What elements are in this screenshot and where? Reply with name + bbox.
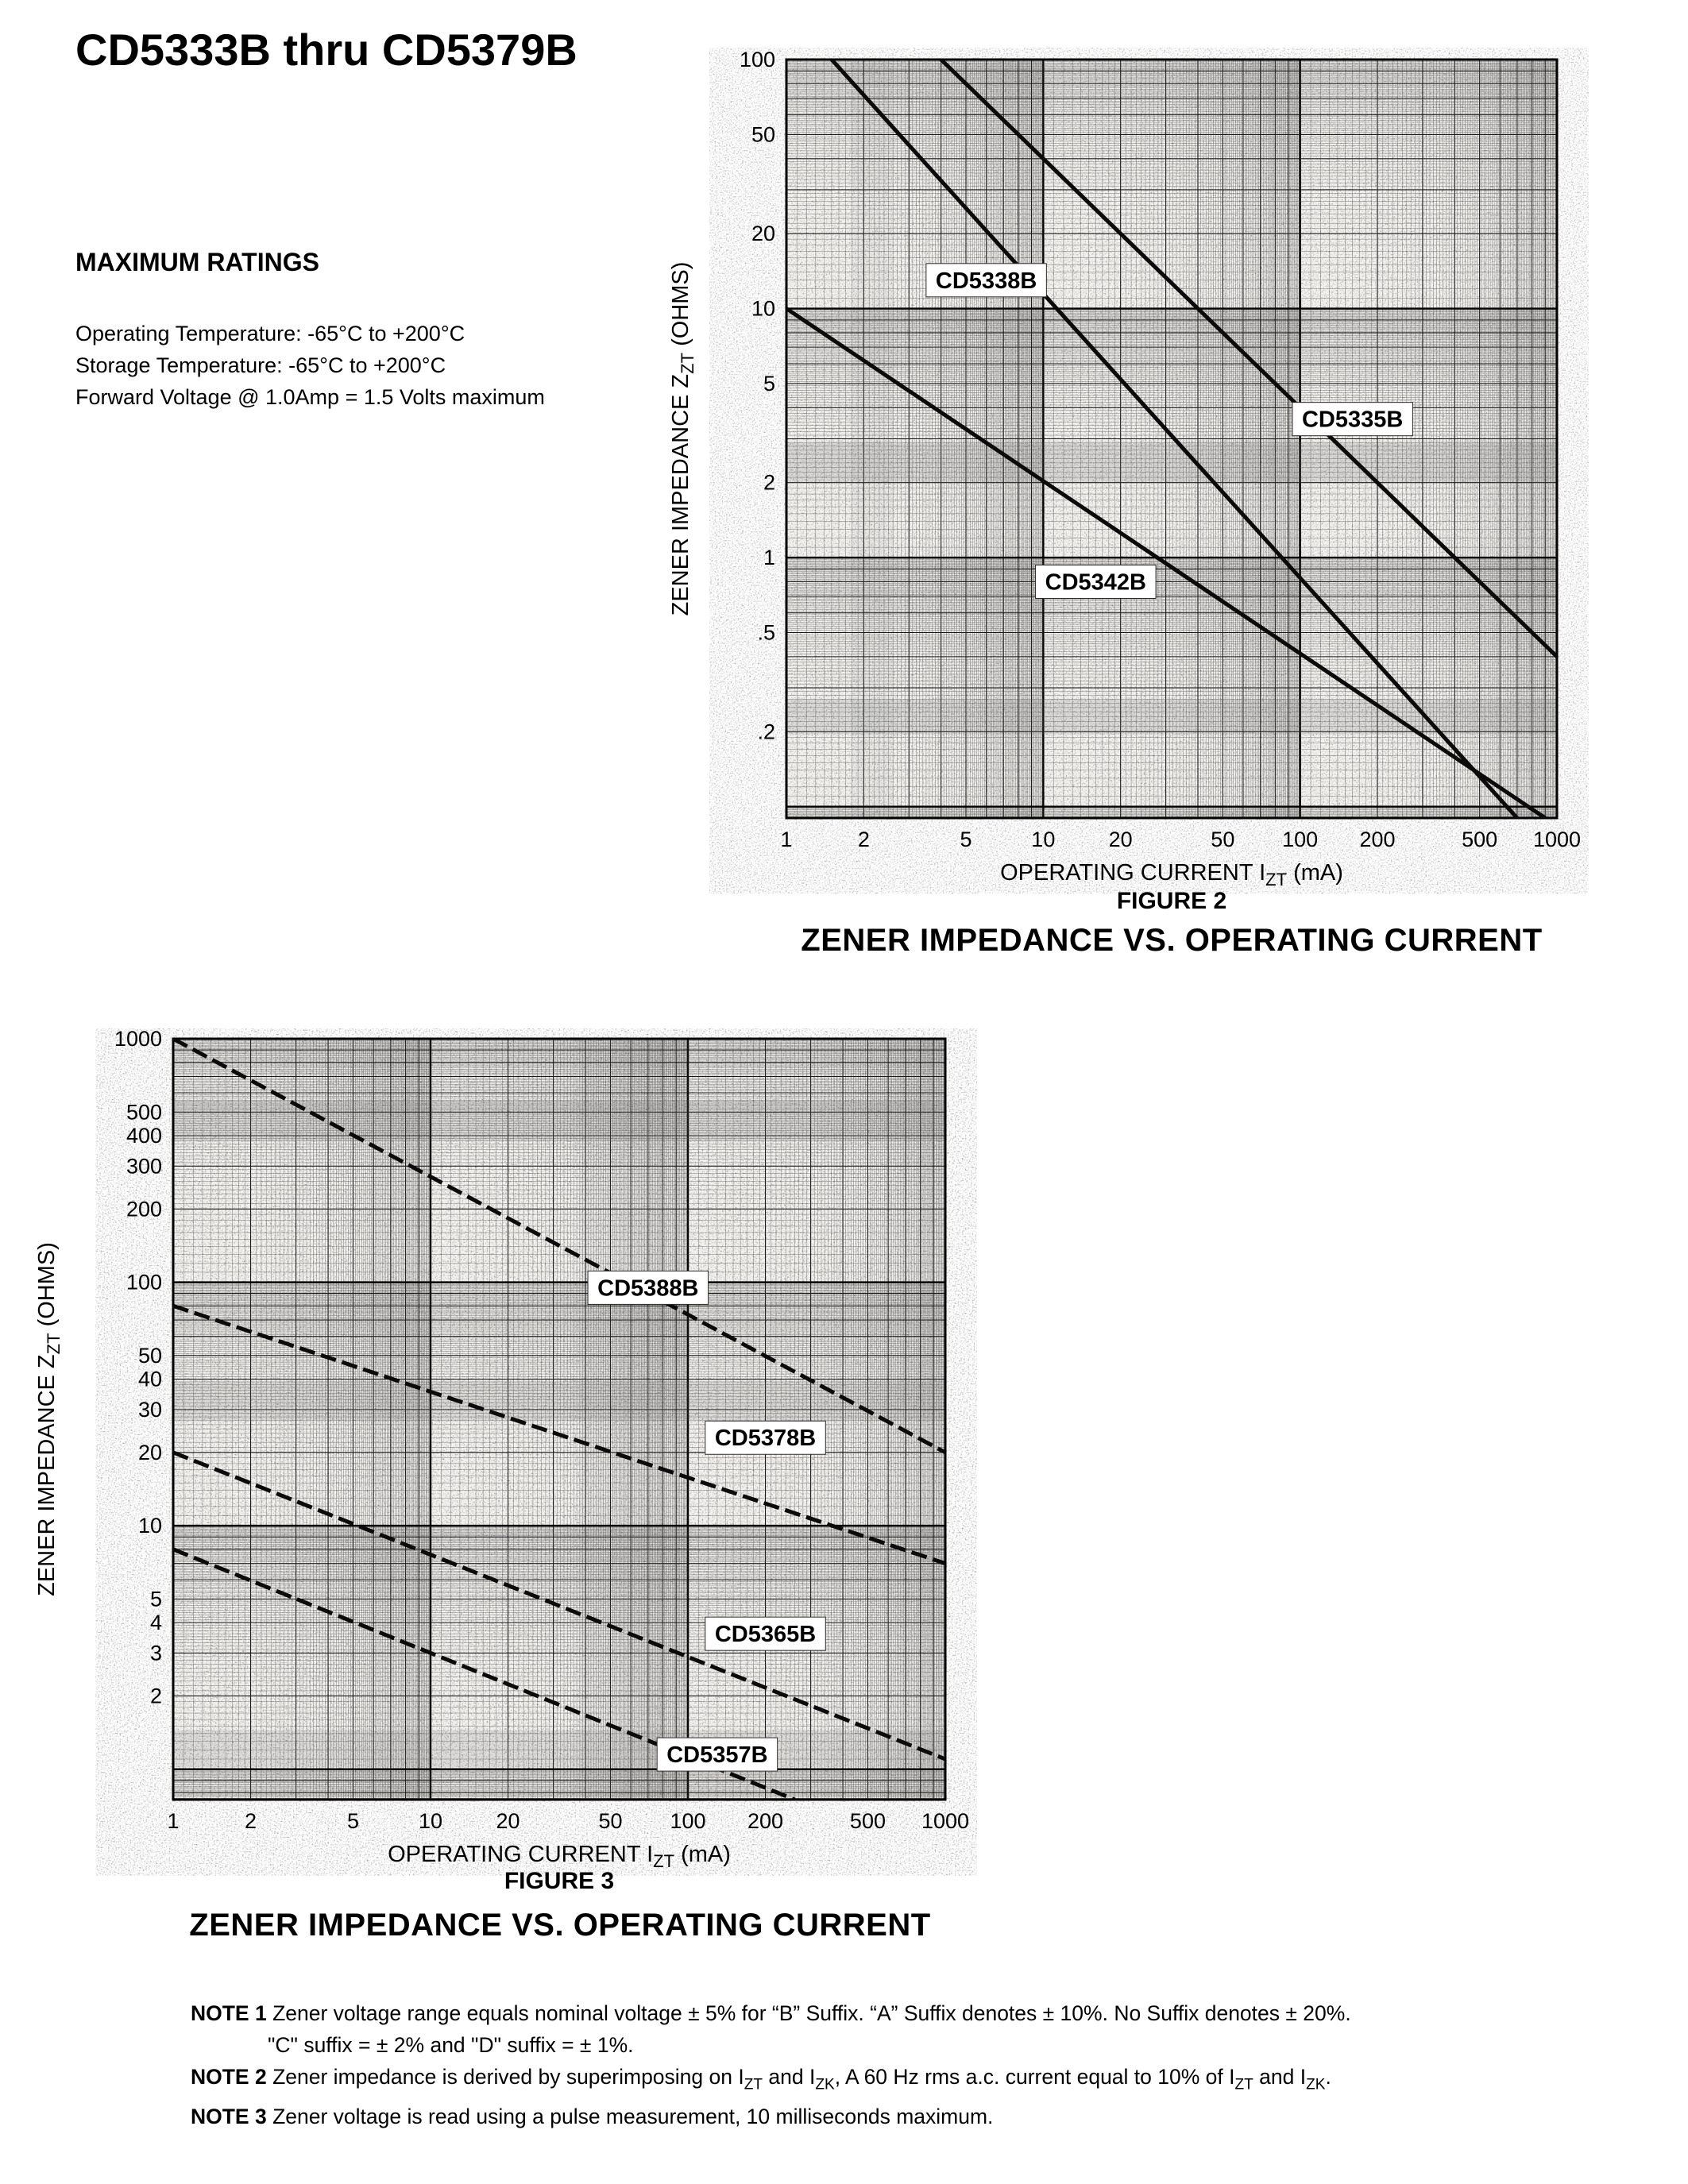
svg-text:CD5378B: CD5378B bbox=[715, 1426, 816, 1451]
maximum-ratings-text: Operating Temperature: -65°C to +200°C S… bbox=[75, 318, 545, 413]
curve-CD5378B bbox=[173, 1303, 945, 1565]
x-tick: 1000 bbox=[1533, 828, 1581, 851]
series-label-CD5365B: CD5365B bbox=[705, 1616, 826, 1651]
series-label-CD5357B: CD5357B bbox=[656, 1737, 778, 1772]
y-tick: 100 bbox=[126, 1271, 162, 1295]
plot-border bbox=[172, 1037, 947, 1801]
series-label-CD5388B: CD5388B bbox=[587, 1270, 709, 1305]
x-tick: 200 bbox=[1359, 828, 1395, 851]
svg-text:CD5342B: CD5342B bbox=[1045, 569, 1146, 595]
series-label-CD5335B: CD5335B bbox=[1292, 402, 1413, 437]
series-label-CD5378B: CD5378B bbox=[705, 1420, 826, 1455]
curve-CD5365B bbox=[173, 1450, 945, 1761]
y-tick: 3 bbox=[150, 1641, 162, 1665]
y-tick: 1 bbox=[763, 546, 775, 569]
x-tick: 50 bbox=[598, 1809, 622, 1833]
figure3-caption: FIGURE 3 bbox=[504, 1868, 615, 1894]
y-tick: .5 bbox=[757, 620, 775, 644]
x-tick: 200 bbox=[747, 1809, 783, 1833]
x-tick: 10 bbox=[1031, 828, 1055, 851]
y-tick: 2 bbox=[150, 1684, 162, 1707]
y-tick: 20 bbox=[751, 222, 775, 245]
rating-line-forward-voltage: Forward Voltage @ 1.0Amp = 1.5 Volts max… bbox=[75, 385, 545, 409]
y-tick: 4 bbox=[150, 1611, 162, 1634]
svg-text:CD5388B: CD5388B bbox=[597, 1275, 698, 1301]
x-tick: 5 bbox=[347, 1809, 359, 1833]
x-tick: 2 bbox=[858, 828, 870, 851]
curve-CD5342B bbox=[786, 307, 1547, 818]
x-tick: 100 bbox=[1282, 828, 1318, 851]
y-axis-title: ZENER IMPEDANCE ZZT (OHMS) bbox=[34, 1242, 64, 1596]
y-tick: .2 bbox=[757, 720, 775, 743]
y-tick: 40 bbox=[138, 1368, 162, 1391]
figure3-chart: CD5388B CD5378B CD5365B CD5357B 1 2 5 10 20 50 100… bbox=[34, 1028, 969, 1871]
curve-CD5335B bbox=[939, 60, 1557, 658]
x-tick: 2 bbox=[245, 1809, 257, 1833]
tick-labels: 1 2 5 10 20 50 100 200 500 1000100050040030020010… bbox=[114, 1028, 969, 1833]
y-tick: 400 bbox=[126, 1124, 162, 1148]
svg-text:CD5335B: CD5335B bbox=[1302, 407, 1403, 433]
y-tick: 10 bbox=[138, 1514, 162, 1538]
y-tick: 20 bbox=[138, 1441, 162, 1464]
note-3: NOTE 3 Zener voltage is read using a pul… bbox=[191, 2101, 1351, 2132]
maximum-ratings-heading: MAXIMUM RATINGS bbox=[75, 248, 319, 276]
x-tick: 1000 bbox=[921, 1809, 969, 1833]
figure2-title: ZENER IMPEDANCE VS. OPERATING CURRENT bbox=[801, 923, 1543, 958]
y-tick: 100 bbox=[740, 48, 775, 71]
plot-border bbox=[785, 58, 1559, 820]
y-tick: 2 bbox=[763, 471, 775, 495]
x-tick: 20 bbox=[1109, 828, 1133, 851]
note-2-text: Zener impedance is derived by superimpos… bbox=[272, 2065, 1331, 2093]
x-tick: 100 bbox=[670, 1809, 705, 1833]
note-1: NOTE 1 Zener voltage range equals nomina… bbox=[191, 1997, 1351, 2029]
rating-line-operating-temp: Operating Temperature: -65°C to +200°C bbox=[75, 322, 465, 345]
x-tick: 500 bbox=[850, 1809, 886, 1833]
x-tick: 20 bbox=[496, 1809, 520, 1833]
x-tick: 5 bbox=[960, 828, 971, 851]
y-tick: 5 bbox=[150, 1587, 162, 1611]
y-tick: 50 bbox=[138, 1344, 162, 1368]
x-tick: 1 bbox=[167, 1809, 179, 1833]
series-label-CD5342B: CD5342B bbox=[1035, 564, 1157, 599]
figure2-caption: FIGURE 2 bbox=[1116, 888, 1227, 914]
note-2-label: NOTE 2 bbox=[191, 2065, 267, 2089]
svg-text:CD5338B: CD5338B bbox=[936, 268, 1037, 294]
x-axis-title: OPERATING CURRENT IZT (mA) bbox=[388, 1842, 731, 1871]
y-tick: 300 bbox=[126, 1154, 162, 1178]
y-tick: 50 bbox=[751, 122, 775, 146]
svg-text:CD5357B: CD5357B bbox=[666, 1742, 767, 1768]
curve-CD5388B bbox=[173, 1039, 945, 1455]
x-tick: 1 bbox=[780, 828, 792, 851]
y-axis-title: ZENER IMPEDANCE ZZT (OHMS) bbox=[668, 262, 697, 616]
note-3-label: NOTE 3 bbox=[191, 2105, 267, 2129]
svg-text:CD5365B: CD5365B bbox=[715, 1622, 816, 1647]
x-tick: 50 bbox=[1211, 828, 1234, 851]
y-tick: 500 bbox=[126, 1100, 162, 1124]
x-tick: 500 bbox=[1462, 828, 1497, 851]
curve-CD5338B bbox=[830, 60, 1519, 818]
series-label-CD5338B: CD5338B bbox=[925, 263, 1047, 298]
note-1-text: Zener voltage range equals nominal volta… bbox=[272, 2001, 1351, 2025]
notes-section: NOTE 1 Zener voltage range equals nomina… bbox=[191, 1997, 1351, 2132]
note-2: NOTE 2 Zener impedance is derived by sup… bbox=[191, 2061, 1351, 2101]
y-tick: 30 bbox=[138, 1398, 162, 1422]
rating-line-storage-temp: Storage Temperature: -65°C to +200°C bbox=[75, 353, 446, 377]
y-tick: 200 bbox=[126, 1197, 162, 1221]
y-tick: 10 bbox=[751, 297, 775, 321]
y-tick: 1000 bbox=[114, 1028, 162, 1051]
scan-noise bbox=[786, 60, 1557, 818]
note-3-text: Zener voltage is read using a pulse meas… bbox=[272, 2105, 994, 2129]
y-tick: 5 bbox=[763, 372, 775, 396]
note-1-label: NOTE 1 bbox=[191, 2001, 267, 2025]
scan-noise bbox=[173, 1039, 945, 1800]
note-1-continued: "C" suffix = ± 2% and "D" suffix = ± 1%. bbox=[268, 2033, 634, 2057]
figure3-title: ZENER IMPEDANCE VS. OPERATING CURRENT bbox=[189, 1908, 931, 1943]
x-tick: 10 bbox=[419, 1809, 442, 1833]
page-title: CD5333B thru CD5379B bbox=[75, 25, 577, 75]
tick-labels: 1 2 5 10 20 50 100 200 500 1000 100 50 20 10 5 2 1 .5 .2 bbox=[740, 48, 1581, 851]
x-axis-title: OPERATING CURRENT IZT (mA) bbox=[1000, 860, 1343, 889]
